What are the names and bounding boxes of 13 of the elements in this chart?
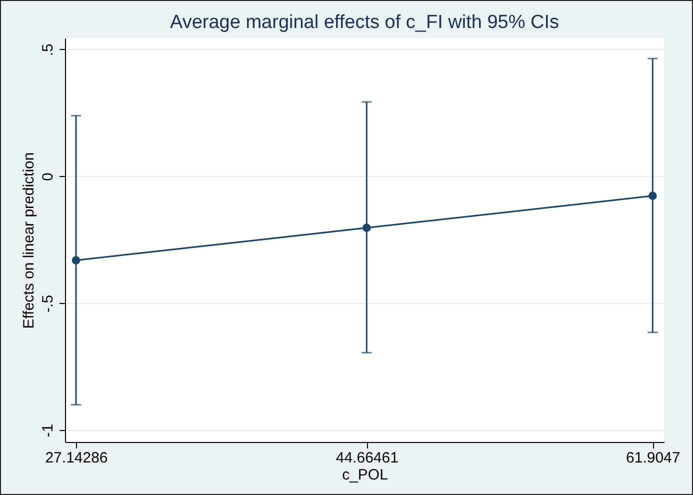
x-axis-title: c_POL [342,466,388,484]
y-tick-label: 0 [40,172,56,181]
x-tick-label: 44.66461 [336,450,398,466]
y-axis-title: Effects on linear prediction [20,152,38,329]
y-tick-label: -.5 [40,294,56,312]
point [362,224,371,232]
x-tick-label: 61.9047 [626,450,680,466]
y-tick-label: .5 [40,44,56,56]
x-tick-label: 27.14286 [45,450,108,466]
point [648,192,657,200]
chart-title: Average marginal effects of c_FI with 95% CIs [170,12,559,33]
point [72,256,80,264]
y-tick-label: -1 [40,424,56,438]
